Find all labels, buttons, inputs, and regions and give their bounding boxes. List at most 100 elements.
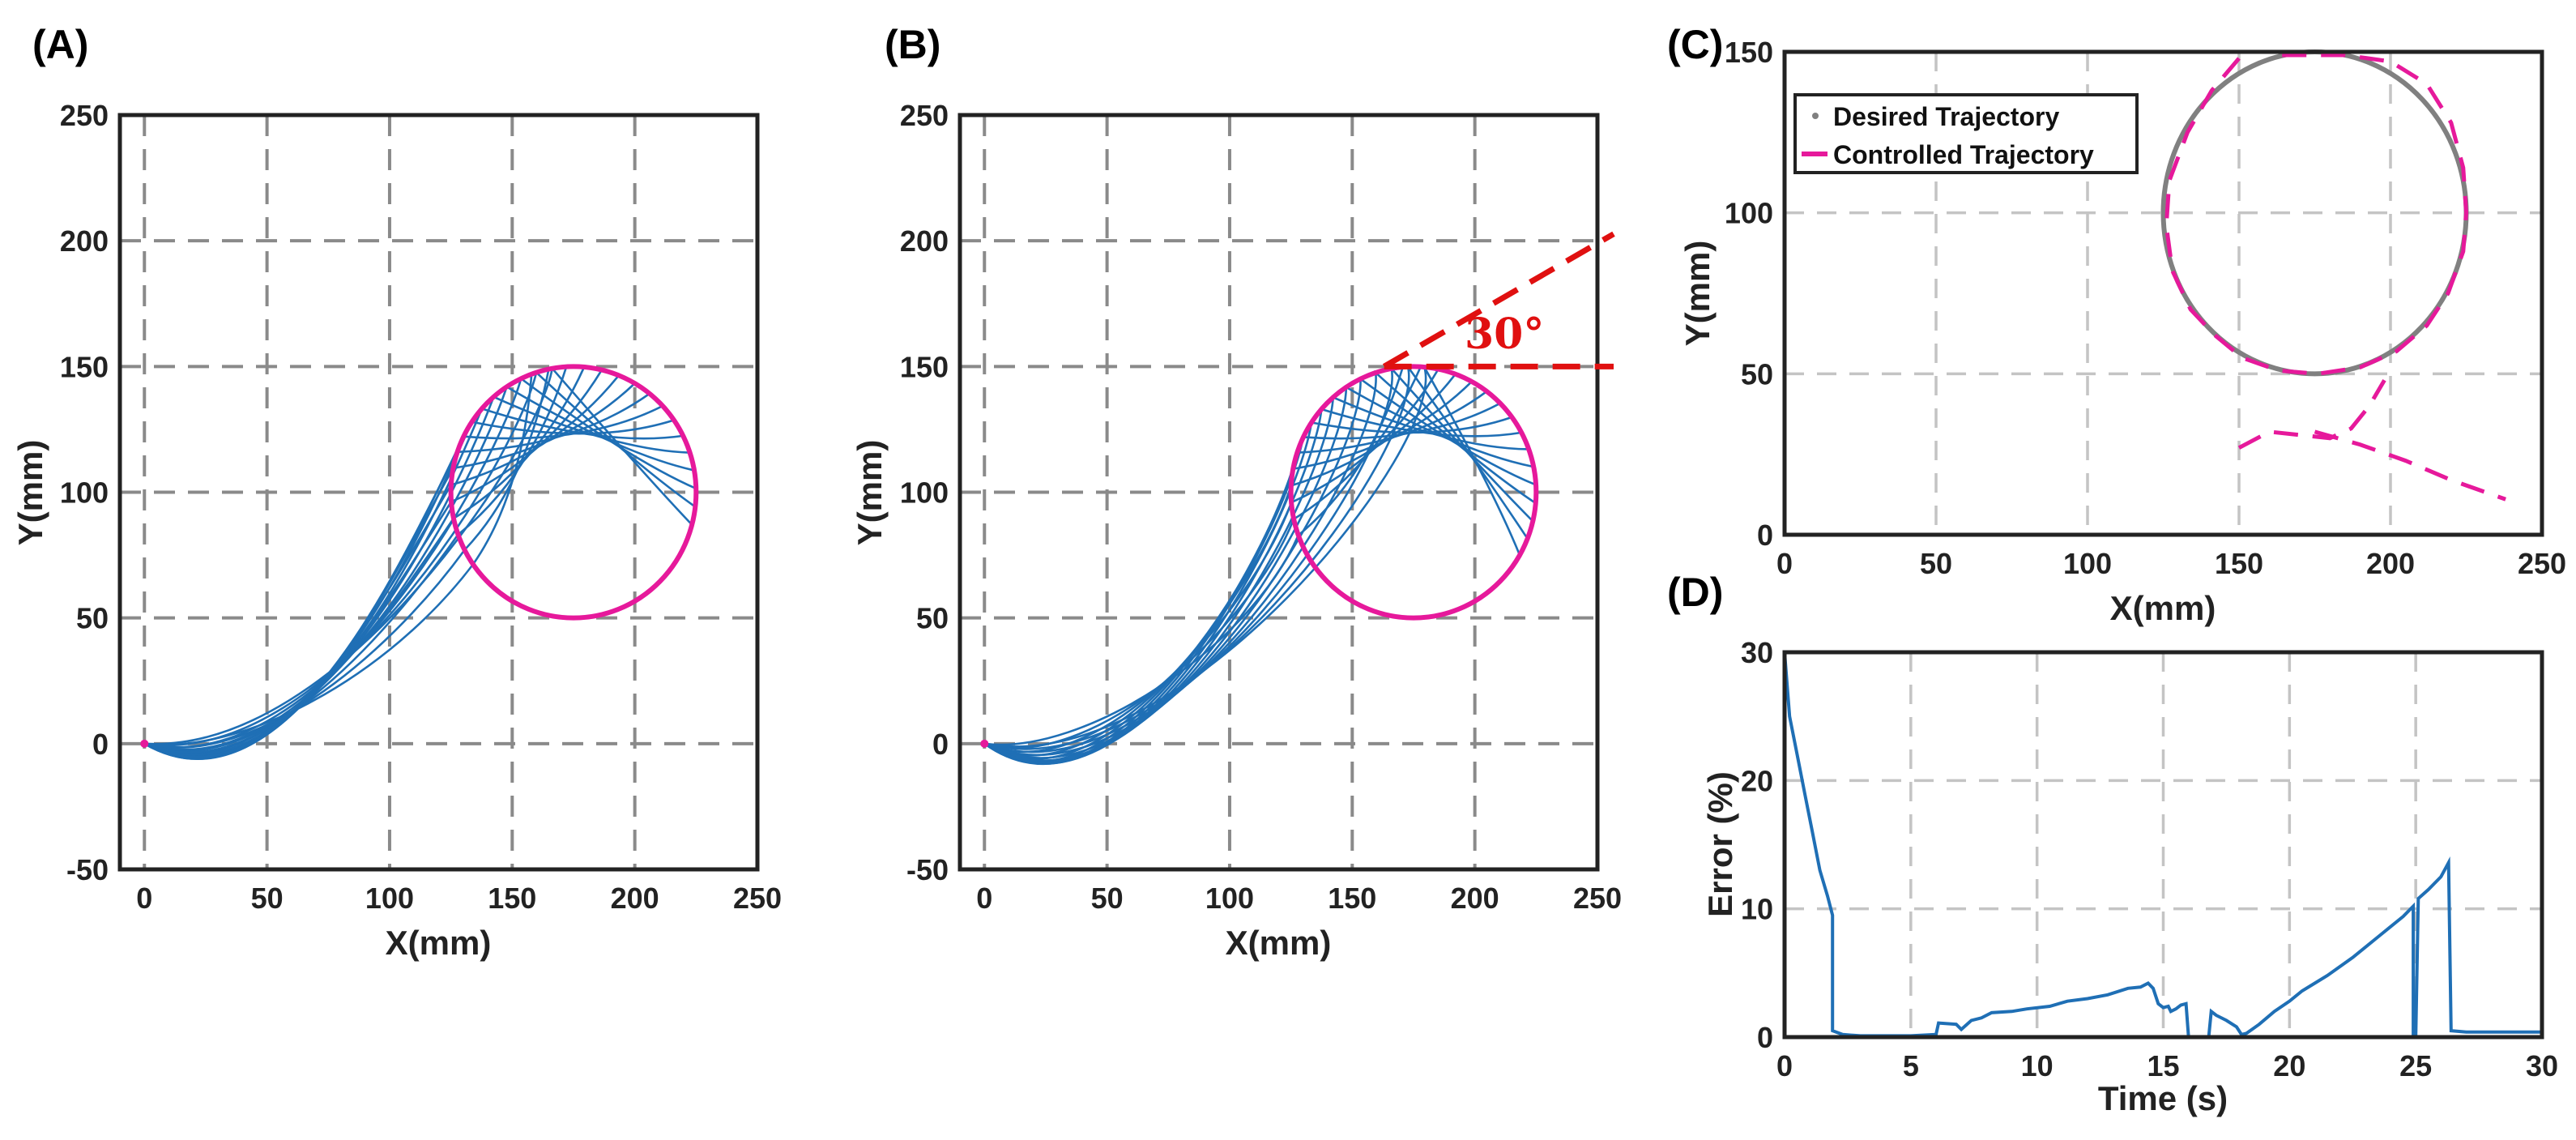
panel-b-angle-annotation: 30° (1382, 231, 1615, 369)
panel-a-grid (120, 115, 757, 869)
trajectory-curve (983, 365, 1529, 750)
legend-box (1793, 93, 2139, 174)
x-tick-label: 20 (2273, 1049, 2305, 1082)
x-tick-label: 0 (1776, 1049, 1793, 1082)
panel-b-axes-frame (957, 113, 1600, 872)
y-tick-label: -50 (66, 853, 109, 886)
panel-d-grid (1785, 652, 2542, 1037)
x-tick-label: 100 (2063, 547, 2112, 580)
trajectory-curve (144, 365, 693, 745)
y-tick-label: 50 (916, 602, 949, 635)
x-tick-label: 200 (611, 882, 659, 915)
x-tick-label: 50 (1091, 882, 1124, 915)
y-tick-label: 200 (60, 224, 109, 258)
panel-c-curves (2160, 49, 2506, 502)
trajectory-curve (983, 395, 1529, 764)
panel-c-ticks: 0 50 100 150 200 250 0 50 100 150 (1725, 36, 2566, 580)
y-tick-label: 0 (1757, 519, 1773, 552)
panel-b-label: (B) (885, 22, 940, 67)
x-tick-label: 250 (733, 882, 782, 915)
y-tick-label: 250 (900, 99, 949, 132)
panel-d: (D) 0 5 10 15 20 25 30 0 10 20 30 Time (s) Error (… (1667, 570, 2558, 1117)
x-tick-label: 25 (2399, 1049, 2432, 1082)
angle-label: 30° (1465, 310, 1544, 359)
y-tick-label: 0 (92, 728, 109, 761)
origin-marker (980, 739, 989, 748)
trajectory-curve (983, 385, 1534, 762)
panel-a-ticks: 0 50 100 150 200 250 -50 0 50 100 150 200 250 (60, 99, 782, 915)
legend-desired-label: Desired Trajectory (1833, 102, 2059, 131)
panel-c-legend: Desired Trajectory Controlled Trajectory (1793, 93, 2139, 174)
panel-d-x-label: Time (s) (2098, 1079, 2228, 1117)
y-tick-label: 100 (1725, 197, 1773, 230)
panel-b-curves (980, 364, 1539, 765)
y-tick-label: 50 (1741, 357, 1773, 391)
trajectory-curve (983, 402, 1501, 765)
panel-d-axes-frame (1782, 650, 2544, 1040)
x-tick-label: 200 (1451, 882, 1499, 915)
panel-a-y-label: Y(mm) (11, 440, 49, 546)
x-tick-label: 250 (1573, 882, 1622, 915)
panel-b-ticks: 0 50 100 150 200 250 -50 0 50 100 150 200 250 (900, 99, 1622, 915)
legend-controlled-label: Controlled Trajectory (1833, 140, 2094, 169)
x-tick-label: 100 (1205, 882, 1254, 915)
y-tick-label: 200 (900, 224, 949, 258)
x-tick-label: 50 (251, 882, 284, 915)
trajectory-curve (983, 368, 1439, 754)
trajectory-curve (984, 366, 1521, 748)
controlled-trajectory (2164, 53, 2469, 376)
panel-b: (B) 0 50 100 150 200 250 -50 0 50 100 150 200 250 30… (851, 22, 1622, 962)
x-tick-label: 30 (2526, 1049, 2558, 1082)
panel-d-ticks: 0 5 10 15 20 25 30 0 10 20 30 (1741, 636, 2558, 1082)
trajectory-curve (983, 366, 1422, 749)
y-tick-label: 50 (76, 602, 109, 635)
x-tick-label: 0 (1776, 547, 1793, 580)
trajectory-curve (983, 390, 1488, 762)
x-tick-label: 250 (2518, 547, 2566, 580)
origin-marker (140, 739, 149, 748)
panel-a-axes-frame (117, 113, 760, 872)
y-tick-label: 150 (60, 350, 109, 383)
y-tick-label: 20 (1741, 764, 1773, 797)
y-tick-label: 100 (60, 476, 109, 510)
y-tick-label: 250 (60, 99, 109, 132)
panel-c-axes-frame (1782, 49, 2544, 537)
trajectory-curve (143, 377, 697, 749)
panel-c-label: (C) (1667, 22, 1723, 67)
controlled-trajectory-entry (2237, 379, 2386, 450)
x-tick-label: 100 (365, 882, 414, 915)
panel-a: (A) 0 50 100 150 200 250 -50 0 50 100 150 200 250 X(… (11, 22, 782, 962)
trajectory-curve (983, 416, 1512, 765)
x-tick-label: 200 (2366, 547, 2415, 580)
x-tick-label: 10 (2021, 1049, 2054, 1082)
panel-d-y-label: Error (%) (1701, 771, 1739, 917)
y-tick-label: 150 (900, 350, 949, 383)
panel-c-x-label: X(mm) (2110, 589, 2216, 627)
panel-b-x-label: X(mm) (1226, 924, 1332, 962)
panel-a-x-label: X(mm) (386, 924, 492, 962)
x-tick-label: 0 (136, 882, 152, 915)
x-tick-label: 150 (488, 882, 536, 915)
x-tick-label: 15 (2147, 1049, 2179, 1082)
legend-desired-marker (1812, 113, 1819, 119)
x-tick-label: 150 (1328, 882, 1376, 915)
y-tick-label: 100 (900, 476, 949, 510)
y-tick-label: 0 (932, 728, 949, 761)
panel-a-label: (A) (32, 22, 88, 67)
target-circle (448, 364, 699, 621)
target-circle (1288, 364, 1539, 621)
controlled-trajectory-exit (2314, 429, 2506, 502)
y-tick-label: 30 (1741, 636, 1773, 669)
y-tick-label: 0 (1757, 1021, 1773, 1054)
angle-inclined-line (1382, 231, 1615, 369)
trajectory-curve (143, 366, 586, 755)
trajectory-curve (983, 408, 1522, 765)
panel-b-y-label: Y(mm) (851, 440, 889, 546)
x-tick-label: 50 (1920, 547, 1952, 580)
trajectory-curve (143, 419, 675, 758)
panel-c: (C) 0 50 100 150 200 250 0 50 100 150 Desired Tra… (1667, 22, 2566, 627)
x-tick-label: 0 (976, 882, 992, 915)
y-tick-label: 150 (1725, 36, 1773, 69)
x-tick-label: 5 (1903, 1049, 1919, 1082)
